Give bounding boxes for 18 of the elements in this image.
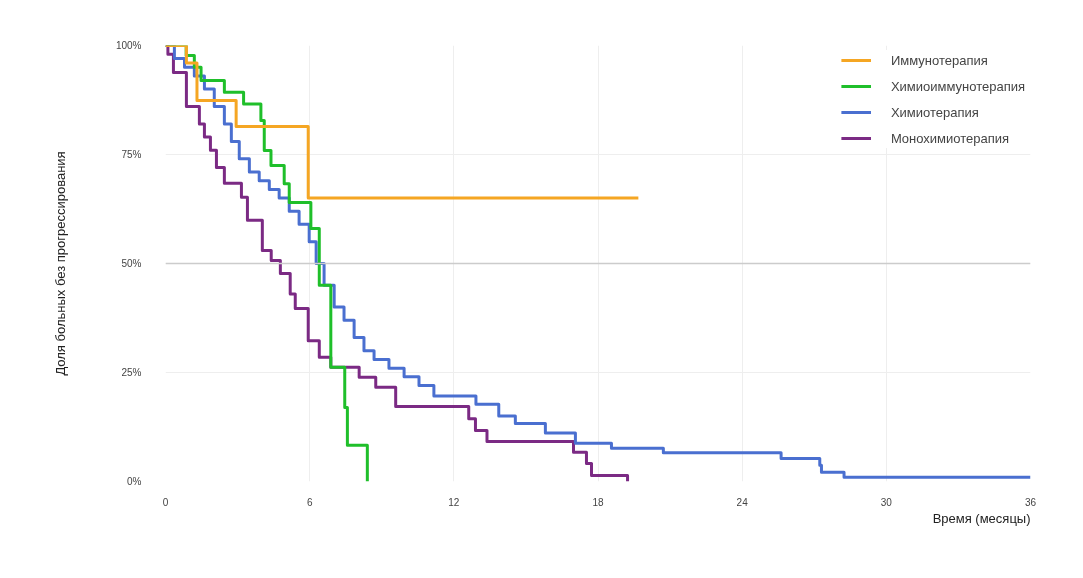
y-tick-label: 50% <box>121 258 142 269</box>
y-tick-label: 75% <box>121 149 142 160</box>
legend-label: Химиоиммунотерапия <box>890 78 1025 94</box>
y-tick-label: 0% <box>127 476 142 487</box>
x-tick-label: 18 <box>592 496 604 508</box>
x-tick-label: 30 <box>880 496 893 508</box>
x-axis-title: Время (месяцы) <box>932 510 1031 526</box>
legend-label: Монохимиотерапия <box>890 130 1010 146</box>
x-tick-label: 0 <box>162 496 169 508</box>
y-tick-label: 25% <box>121 367 142 378</box>
y-axis-title: Доля больных без прогрессирования <box>52 151 68 376</box>
x-tick-label: 6 <box>306 496 313 508</box>
legend-label: Иммунотерапия <box>890 52 988 68</box>
x-tick-label: 24 <box>736 496 749 508</box>
y-tick-label: 100% <box>115 40 142 51</box>
x-tick-label: 36 <box>1024 496 1037 508</box>
legend-label: Химиотерапия <box>890 104 979 120</box>
x-tick-label: 12 <box>448 496 460 508</box>
